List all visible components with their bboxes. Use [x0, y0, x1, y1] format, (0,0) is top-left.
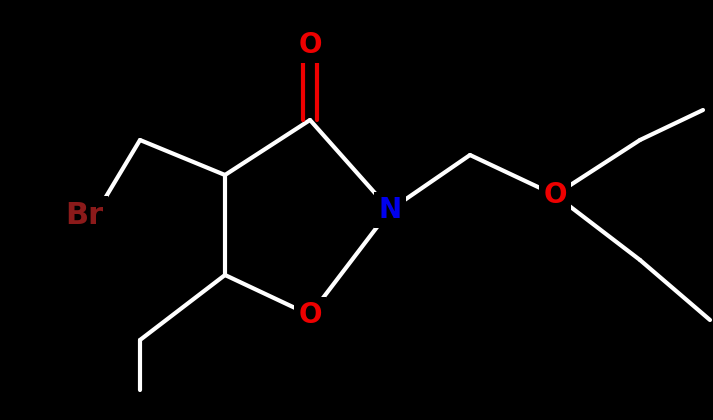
Text: Br: Br: [65, 200, 103, 229]
Text: O: O: [298, 31, 322, 59]
Text: O: O: [543, 181, 567, 209]
Text: O: O: [298, 301, 322, 329]
Text: N: N: [379, 196, 401, 224]
